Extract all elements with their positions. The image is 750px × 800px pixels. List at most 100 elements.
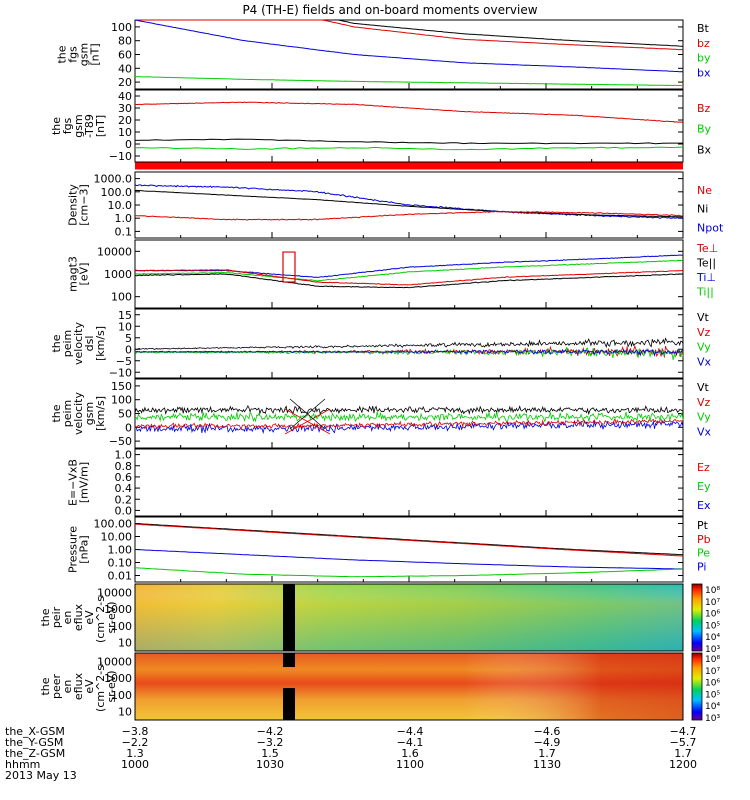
y-axis-label: E=−VxB[mV/m] [67, 459, 91, 506]
legend-vy: Vy [697, 341, 711, 354]
legend-ez: Ez [697, 461, 710, 474]
y-tick-label: 0.8 [115, 460, 133, 473]
colorbar [691, 583, 703, 652]
y-axis-label-line: peim [61, 400, 74, 428]
x-row-value: −4.6 [534, 725, 561, 738]
y-axis-label-line: velocity [72, 392, 85, 435]
y-axis-label-line: velocity [72, 322, 85, 365]
gap-interpolation [290, 399, 325, 429]
y-tick-label: 40 [118, 62, 132, 75]
y-axis-label: Density[cm−3] [67, 184, 91, 226]
colorbar-label: 10⁶ [705, 610, 720, 620]
y-tick-label: 0 [125, 343, 132, 356]
series-pt [135, 524, 683, 555]
series-ni [135, 190, 683, 217]
y-axis-label-line: magt3 [67, 256, 80, 292]
figure-title: P4 (TH-E) fields and on-board moments ov… [242, 3, 537, 17]
y-axis-label-line: gsm [83, 402, 96, 425]
x-row-value: 1.6 [401, 747, 419, 760]
y-axis-label: thepeimvelocitygsm[km/s] [50, 392, 107, 435]
y-axis-label-line: [km/s] [94, 396, 107, 431]
y-axis-label: thefgsgsm-T89[nT] [50, 114, 107, 138]
legend-pt: Pt [697, 519, 709, 532]
y-tick-label: −10 [109, 366, 132, 379]
series-vx [135, 350, 683, 356]
series-vz [135, 419, 683, 429]
y-axis-label-line: en [61, 611, 74, 625]
y-tick-label: 100 [111, 689, 132, 702]
y-tick-label: 20 [118, 114, 132, 127]
y-axis-label-line: eflux [72, 603, 85, 631]
data-gap [283, 653, 295, 667]
legend-vx: Vx [697, 425, 712, 438]
y-tick-label: 10.0 [108, 199, 133, 212]
legend-bz: Bz [697, 102, 711, 115]
y-tick-label: 0.01 [108, 570, 133, 583]
y-tick-label: 0 [125, 138, 132, 151]
series-ne [135, 211, 683, 220]
y-axis-label-line: [nT] [94, 115, 107, 137]
series-bx [135, 139, 683, 144]
series-bx [135, 20, 683, 72]
y-tick-label: 20 [118, 76, 132, 89]
panel-9: 10000100010010thepeirenefluxeV(cm^2-s-sr… [39, 583, 720, 655]
colorbar-label: 10⁷ [705, 598, 720, 608]
x-row-value: 1.7 [674, 747, 692, 760]
colorbar [691, 652, 703, 721]
y-axis-label: magt3[eV] [67, 256, 91, 292]
data-gap [283, 584, 295, 651]
y-tick-label: 1.0 [115, 449, 133, 462]
y-tick-label: 10.00 [101, 531, 133, 544]
y-axis-label-line: (cm^2-s- [94, 661, 107, 712]
y-tick-label: 10000 [97, 655, 132, 668]
series-vy [135, 412, 683, 422]
panel-4: 10000 1000 100 magt3[eV] Te⊥ Te||Ti⊥ Ti|| [67, 239, 718, 309]
y-axis-label-line: fgs [67, 46, 80, 63]
plot-frame [134, 378, 684, 449]
colorbar-label: 10⁸ [705, 655, 720, 665]
x-row-value: −4.4 [397, 725, 424, 738]
x-row-value: −5.7 [670, 736, 697, 749]
legend-vz: Vz [697, 326, 711, 339]
y-axis-label: thefgsgsm[nT] [56, 43, 102, 66]
plot-frame [134, 583, 684, 652]
y-axis-label-line: [nT] [89, 43, 102, 65]
series-group [135, 185, 683, 220]
x-row-value: 1.7 [538, 747, 556, 760]
y-tick-label: 100.0 [101, 186, 133, 199]
legend-ni: Ni [697, 203, 708, 216]
legend-ti||: Ti|| [696, 286, 714, 299]
y-tick-label: 150 [111, 380, 132, 393]
series-tipar [135, 260, 683, 281]
y-axis-label-line: peir [50, 606, 63, 628]
spectrogram-peer-shade [135, 653, 683, 720]
colorbar-label: 10³ [705, 714, 720, 724]
legend-bz: bz [697, 37, 710, 50]
colorbar-label: 10⁷ [705, 667, 720, 677]
y-axis-label-line: [cm−3] [78, 184, 91, 226]
y-tick-label: 100 [111, 291, 132, 304]
y-tick-label: 100.00 [94, 518, 133, 531]
series-bz [135, 20, 683, 50]
legend-bt: Bt [697, 22, 710, 35]
legend-pe: Pe [697, 547, 710, 560]
series-tiperp [135, 255, 683, 277]
temperature-spike [283, 252, 295, 282]
x-row-value: −4.2 [257, 725, 284, 738]
y-axis-label-line: eV [83, 610, 96, 625]
y-tick-label: 30 [118, 102, 132, 115]
x-row-value: 1100 [396, 758, 424, 771]
y-tick-label: −10 [109, 150, 132, 163]
y-tick-label: 40 [118, 90, 132, 103]
x-row-value: −3.8 [122, 725, 149, 738]
series-group [135, 20, 683, 86]
x-row-value: −4.7 [670, 725, 697, 738]
legend-te||: Te|| [696, 257, 716, 270]
y-axis-label-line: the [50, 404, 63, 422]
legend-ti: Ti⊥ [696, 271, 716, 284]
series-group [135, 338, 683, 360]
y-tick-label: 100 [111, 21, 132, 34]
